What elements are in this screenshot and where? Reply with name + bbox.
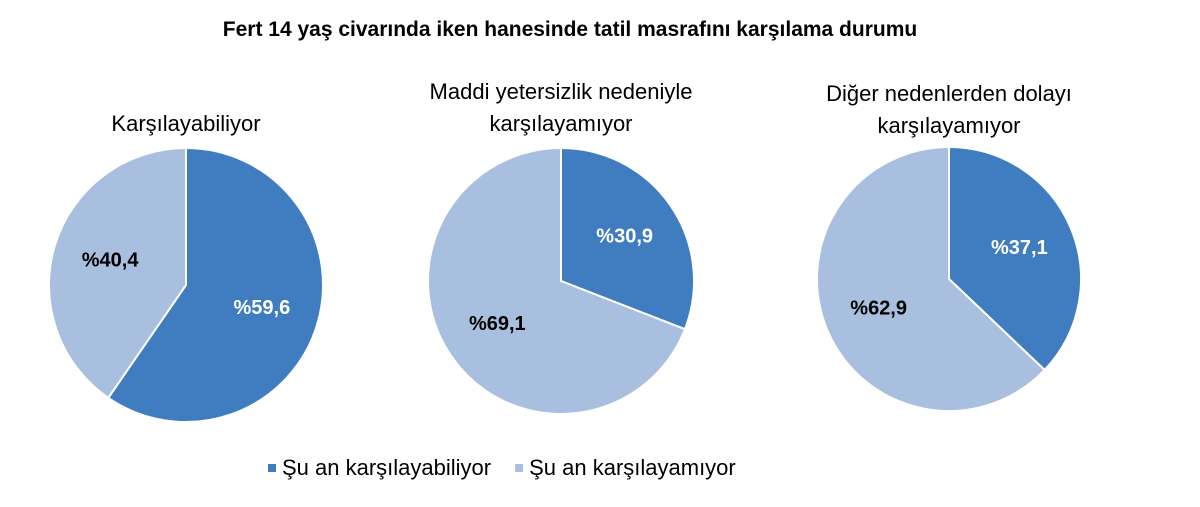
chart-title: Fert 14 yaş civarında iken hanesinde tat… (222, 18, 918, 41)
legend-swatch (268, 464, 276, 472)
pie-slice (427, 146, 687, 415)
legend-label: Şu an karşılayamıyor (529, 455, 736, 480)
pie-title: Karşılayabiliyor (111, 111, 261, 136)
pie-title: Diğer nedenlerden dolayı karşılayamıyor (826, 81, 1072, 138)
pie-slice (816, 145, 1047, 412)
data-label: %69,1 (469, 313, 526, 335)
data-label: %40,4 (82, 250, 140, 272)
pie-slice (106, 146, 324, 423)
legend-swatch (515, 464, 524, 472)
data-label: %59,6 (234, 297, 291, 319)
data-label: %62,9 (850, 297, 907, 319)
data-label: %30,9 (596, 226, 653, 248)
pie-slice (48, 146, 187, 400)
pie-slice (560, 146, 695, 331)
legend-label: Şu an karşılayabiliyor (282, 455, 491, 480)
pie-title: Maddi yetersizlik nedeniyle karşılayamıy… (429, 79, 693, 136)
data-label: %37,1 (991, 237, 1048, 259)
pie-slice (948, 145, 1082, 372)
